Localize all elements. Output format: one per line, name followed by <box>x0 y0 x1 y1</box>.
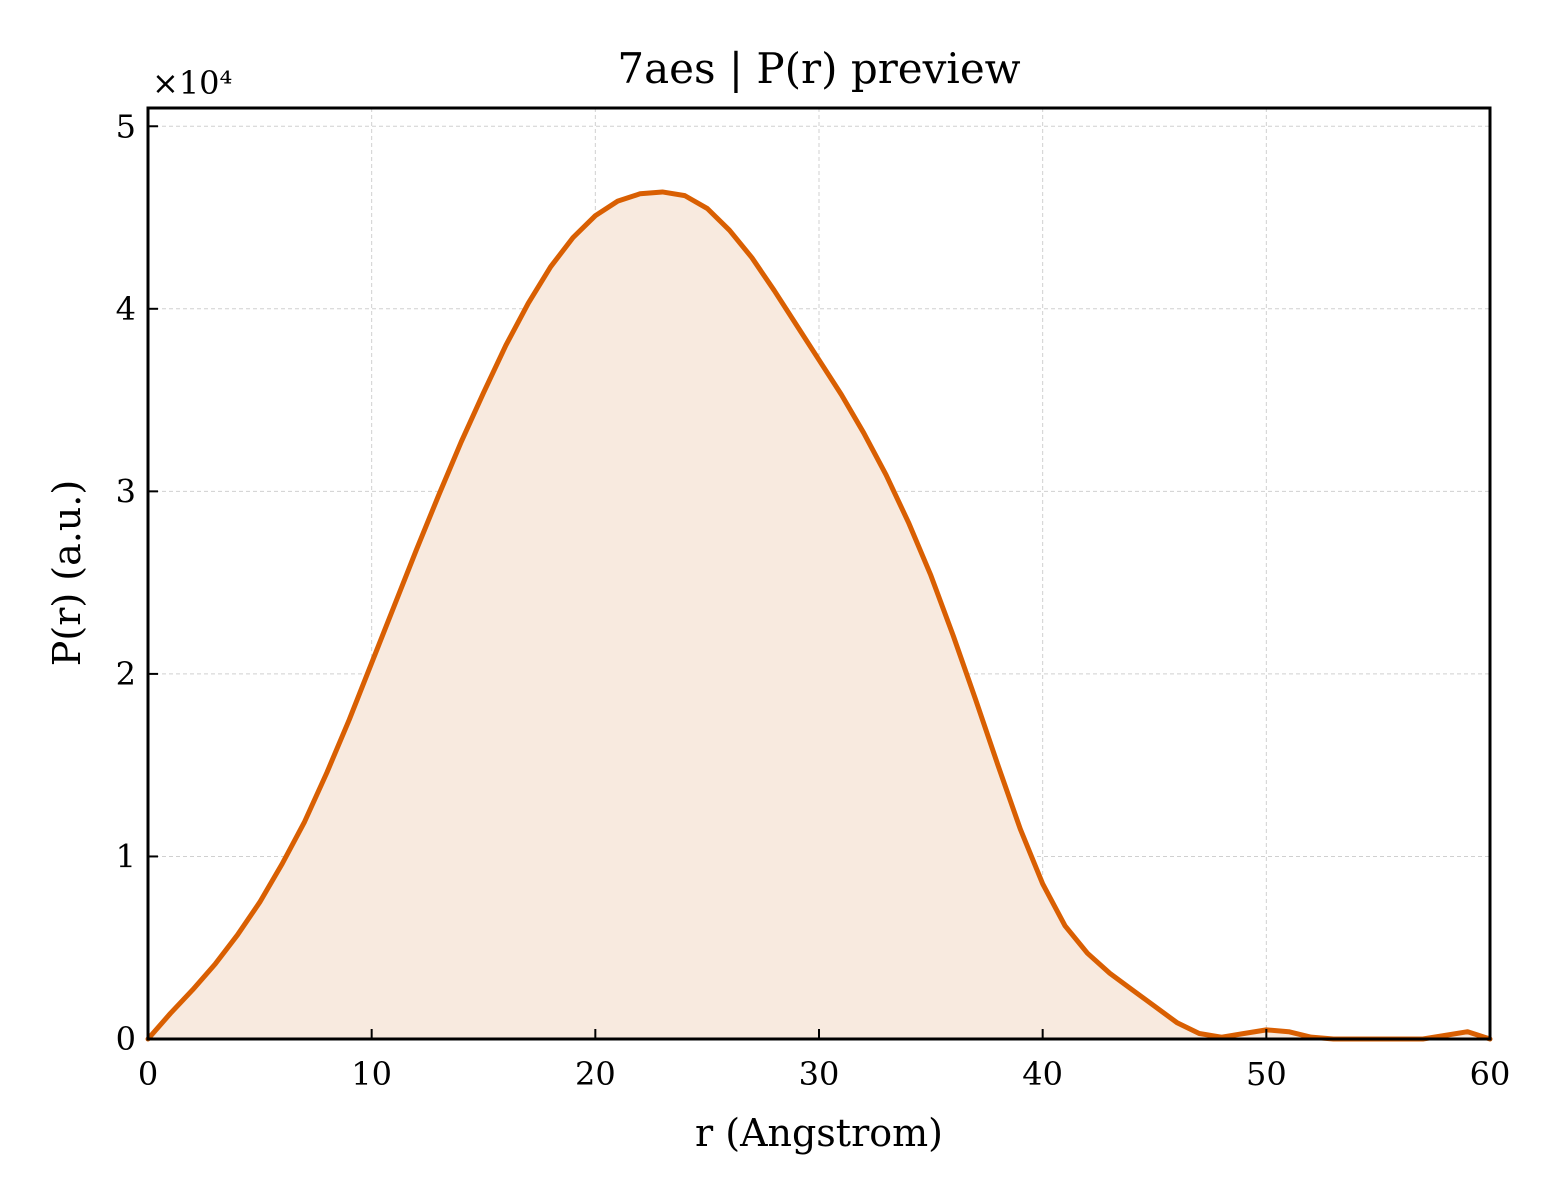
y-tick-label: 2 <box>116 655 136 693</box>
pr-area-fill <box>148 191 1490 1040</box>
pr-data-point <box>819 359 820 360</box>
pr-data-point <box>416 549 417 550</box>
pr-data-point <box>282 863 283 864</box>
pr-data-point <box>1087 953 1088 954</box>
pr-data-point <box>1132 989 1133 990</box>
pr-data-point <box>326 772 327 773</box>
pr-data-point <box>617 201 618 202</box>
y-tick-label: 4 <box>116 290 136 328</box>
pr-data-point <box>461 442 462 443</box>
pr-data-point <box>774 290 775 291</box>
pr-data-point <box>550 266 551 267</box>
area-layer <box>148 191 1490 1040</box>
pr-data-point <box>1042 883 1043 884</box>
x-tick-label: 30 <box>799 1055 840 1093</box>
pr-data-point <box>572 237 573 238</box>
pr-data-point <box>1109 973 1110 974</box>
pr-data-point <box>438 495 439 496</box>
pr-data-point <box>751 257 752 258</box>
pr-data-point <box>908 522 909 523</box>
pr-data-point <box>215 964 216 965</box>
pr-data-point <box>796 325 797 326</box>
pr-data-point <box>662 191 663 192</box>
pr-data-point <box>349 719 350 720</box>
pr-data-point <box>684 195 685 196</box>
x-tick-label: 60 <box>1470 1055 1511 1093</box>
pr-data-point <box>640 193 641 194</box>
pr-data-point <box>1020 829 1021 830</box>
pr-data-point <box>1467 1031 1468 1032</box>
y-tick-label: 5 <box>116 107 136 145</box>
tick-layer: 0 10 20 30 40 50 60 0 1 2 3 4 5 <box>116 107 1511 1093</box>
pr-data-point <box>841 394 842 395</box>
x-tick-label: 20 <box>575 1055 616 1093</box>
pr-data-point <box>1065 925 1066 926</box>
pr-data-point <box>1176 1022 1177 1023</box>
pr-data-point <box>528 303 529 304</box>
pr-data-point <box>707 208 708 209</box>
x-tick-label: 50 <box>1246 1055 1287 1093</box>
pr-data-point <box>953 635 954 636</box>
x-axis-title: r (Angstrom) <box>695 1111 943 1155</box>
y-axis-title: P(r) (a.u.) <box>45 480 89 666</box>
y-offset-label: ×10⁴ <box>152 64 232 102</box>
pr-data-point <box>394 606 395 607</box>
x-tick-label: 40 <box>1022 1055 1063 1093</box>
pr-data-point <box>371 662 372 663</box>
pr-data-point <box>975 699 976 700</box>
pr-data-point <box>997 765 998 766</box>
pr-data-point <box>259 902 260 903</box>
x-tick-label: 0 <box>138 1055 158 1093</box>
pr-data-point <box>1154 1006 1155 1007</box>
pr-data-point <box>505 345 506 346</box>
pr-data-point <box>170 1013 171 1014</box>
pr-data-point <box>483 392 484 393</box>
pr-data-point <box>886 474 887 475</box>
pr-data-point <box>863 432 864 433</box>
y-tick-label: 0 <box>116 1020 136 1058</box>
y-tick-label: 1 <box>116 837 136 875</box>
pr-data-point <box>1243 1033 1244 1034</box>
pr-data-point <box>237 934 238 935</box>
pr-data-point <box>1199 1033 1200 1034</box>
pr-data-point <box>1445 1035 1446 1036</box>
pr-data-point <box>192 989 193 990</box>
chart-title: 7aes | P(r) preview <box>617 44 1020 93</box>
y-tick-label: 3 <box>116 472 136 510</box>
pr-data-point <box>1288 1031 1289 1032</box>
pr-data-point <box>595 215 596 216</box>
pr-data-point <box>930 575 931 576</box>
pr-data-point <box>304 821 305 822</box>
x-tick-label: 10 <box>351 1055 392 1093</box>
pr-data-point <box>729 230 730 231</box>
